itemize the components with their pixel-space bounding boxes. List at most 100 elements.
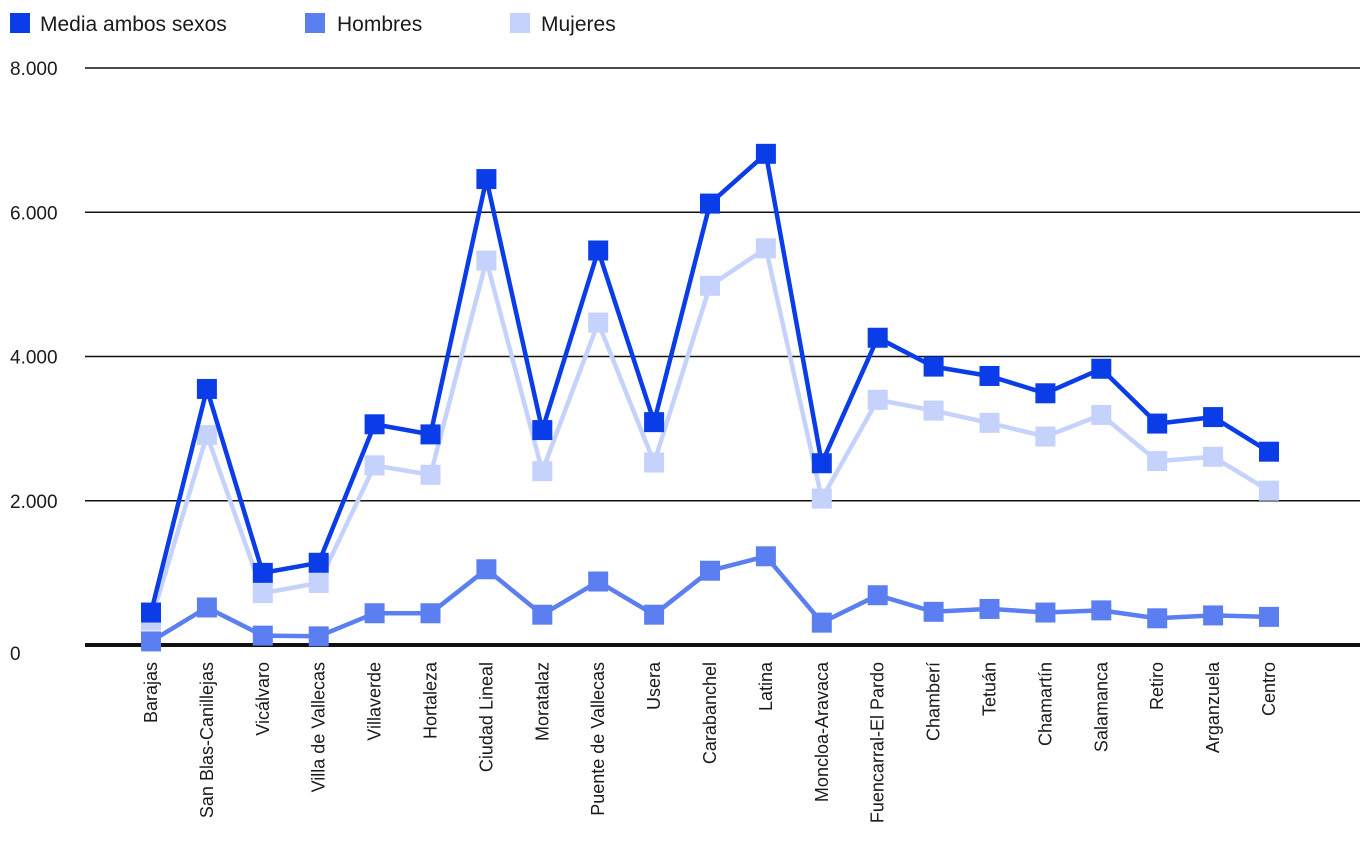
x-axis-ticks: Barajas San Blas-Canillejas Vicálvaro Villa… [141, 661, 1279, 823]
point-hombres-latina [755, 546, 776, 567]
point-media-ambos-sexos-barajas [141, 602, 161, 623]
point-media-ambos-sexos-tetuan [979, 365, 1000, 386]
x-tick-label: Chamartín [1035, 662, 1055, 746]
point-hombres-hortaleza [420, 603, 441, 624]
point-hombres-fuencarral-el-pardo [867, 585, 888, 606]
y-tick-label: 4.000 [10, 348, 58, 369]
point-mujeres-puente-de-vallecas [588, 312, 609, 333]
legend-swatch-mujeres [510, 13, 530, 33]
point-media-ambos-sexos-centro [1259, 441, 1279, 462]
legend-swatch-hombres [305, 13, 325, 33]
point-mujeres-carabanchel [700, 275, 720, 296]
y-tick-label: 0 [10, 644, 21, 665]
point-mujeres-usera [644, 452, 665, 473]
point-mujeres-hortaleza [420, 464, 441, 485]
y-axis-ticks: 0 2.000 4.000 6.000 8.000 [10, 59, 58, 665]
point-media-ambos-sexos-puente-de-vallecas [588, 240, 609, 261]
point-hombres-usera [644, 604, 665, 625]
x-tick-label: Barajas [141, 662, 161, 723]
legend-label-hombres: Hombres [337, 13, 422, 36]
point-hombres-salamanca [1091, 600, 1112, 621]
point-hombres-retiro [1147, 608, 1168, 629]
point-hombres-arganzuela [1203, 605, 1224, 626]
point-mujeres-chamberi [923, 400, 944, 421]
x-tick-label: Moratalaz [532, 662, 552, 741]
point-mujeres-fuencarral-el-pardo [867, 389, 888, 410]
x-tick-label: Latina [756, 661, 776, 711]
x-tick-label: Puente de Vallecas [588, 662, 608, 816]
legend-item-mujeres: Mujeres [510, 13, 616, 36]
point-hombres-san-blas-canillejas [196, 597, 217, 618]
point-media-ambos-sexos-usera [644, 412, 665, 433]
point-hombres-centro [1259, 606, 1279, 627]
series-mujeres [141, 238, 1279, 631]
point-media-ambos-sexos-villa-de-vallecas [308, 552, 329, 573]
point-mujeres-moratalaz [532, 461, 553, 482]
point-hombres-villa-de-vallecas [308, 626, 329, 647]
x-tick-label: Retiro [1147, 662, 1167, 710]
point-media-ambos-sexos-latina [755, 143, 776, 164]
point-mujeres-arganzuela [1203, 446, 1224, 467]
legend: Media ambos sexos Hombres Mujeres [10, 13, 616, 36]
series-media-ambos-sexos [141, 143, 1279, 623]
point-media-ambos-sexos-villaverde [364, 414, 385, 435]
point-media-ambos-sexos-san-blas-canillejas [196, 378, 217, 399]
x-tick-label: Usera [644, 661, 664, 710]
x-tick-label: Fuencarral-El Pardo [868, 662, 888, 823]
point-mujeres-latina [755, 238, 776, 259]
x-tick-label: Villa de Vallecas [309, 662, 329, 792]
x-tick-label: Villaverde [365, 662, 385, 741]
point-mujeres-tetuan [979, 412, 1000, 433]
point-mujeres-ciudad-lineal [476, 250, 497, 271]
point-hombres-moncloa-aravaca [811, 612, 832, 633]
point-hombres-chamartin [1035, 602, 1056, 623]
y-tick-label: 2.000 [10, 492, 58, 513]
y-tick-label: 6.000 [10, 203, 58, 224]
point-media-ambos-sexos-hortaleza [420, 424, 441, 445]
point-mujeres-salamanca [1091, 404, 1112, 425]
point-mujeres-villa-de-vallecas [308, 572, 329, 593]
point-mujeres-villaverde [364, 455, 385, 476]
series-layer [141, 143, 1279, 652]
series-hombres [141, 546, 1279, 652]
legend-item-hombres: Hombres [305, 13, 422, 36]
point-hombres-tetuan [979, 598, 1000, 619]
point-media-ambos-sexos-chamberi [923, 356, 944, 377]
legend-label-media: Media ambos sexos [40, 13, 227, 36]
point-mujeres-moncloa-aravaca [811, 488, 832, 509]
point-media-ambos-sexos-salamanca [1091, 358, 1112, 379]
point-hombres-ciudad-lineal [476, 559, 497, 580]
x-tick-label: Chamberí [924, 662, 944, 741]
legend-label-mujeres: Mujeres [541, 13, 616, 36]
point-media-ambos-sexos-carabanchel [700, 193, 720, 214]
x-tick-label: San Blas-Canillejas [197, 662, 217, 818]
point-media-ambos-sexos-chamartin [1035, 383, 1056, 404]
x-tick-label: Carabanchel [700, 662, 720, 764]
point-hombres-barajas [141, 631, 161, 652]
legend-item-media: Media ambos sexos [10, 13, 227, 36]
point-hombres-carabanchel [700, 560, 720, 581]
x-tick-label: Vicálvaro [253, 662, 273, 736]
point-hombres-vicalvaro [252, 625, 273, 646]
x-tick-label: Salamanca [1091, 661, 1111, 752]
point-hombres-chamberi [923, 601, 944, 622]
x-tick-label: Ciudad Lineal [476, 662, 496, 772]
point-media-ambos-sexos-fuencarral-el-pardo [867, 327, 888, 348]
point-media-ambos-sexos-moratalaz [532, 420, 553, 441]
gridlines [85, 67, 1360, 647]
point-hombres-moratalaz [532, 604, 553, 625]
x-tick-label: Tetuán [980, 662, 1000, 716]
point-hombres-puente-de-vallecas [588, 571, 609, 592]
series-line-media-ambos-sexos [148, 151, 1271, 614]
y-tick-label: 8.000 [10, 59, 58, 80]
x-tick-label: Arganzuela [1203, 661, 1223, 753]
point-media-ambos-sexos-arganzuela [1203, 407, 1224, 428]
x-tick-label: Centro [1259, 662, 1279, 716]
x-tick-label: Hortaleza [421, 661, 441, 739]
legend-swatch-media [10, 13, 30, 33]
point-media-ambos-sexos-vicalvaro [252, 562, 273, 583]
point-mujeres-vicalvaro [252, 583, 273, 604]
point-mujeres-retiro [1147, 451, 1168, 472]
